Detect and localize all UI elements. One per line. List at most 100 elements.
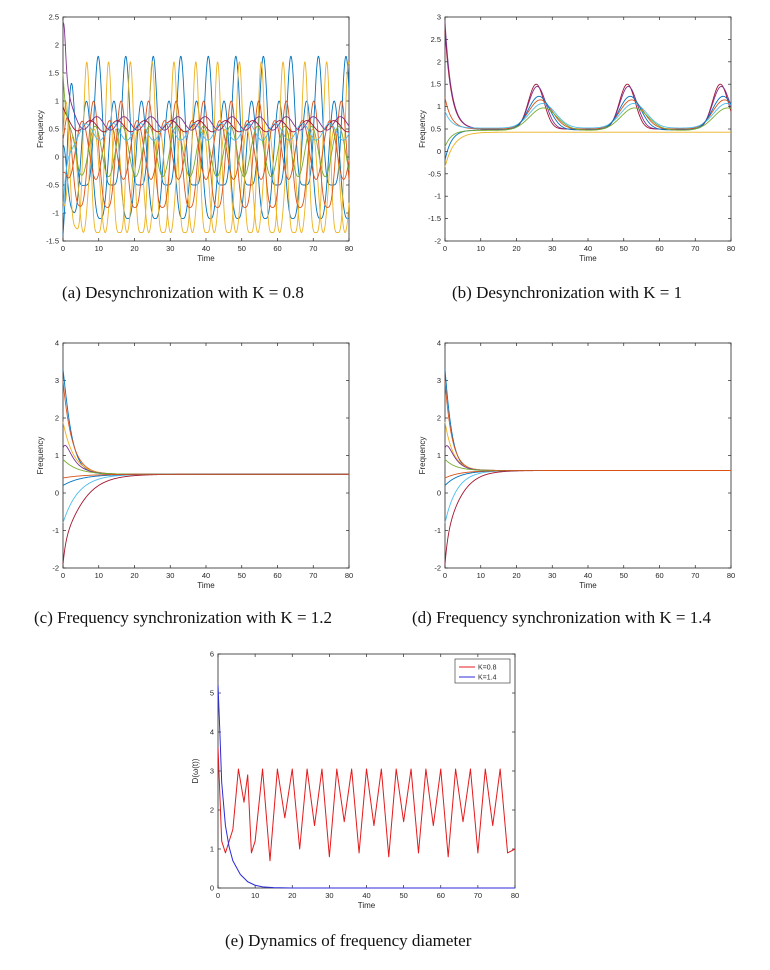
series-line <box>444 103 732 129</box>
x-tick-label: 30 <box>166 571 174 580</box>
x-axis-label: Time <box>579 581 597 590</box>
x-tick-label: 30 <box>548 571 556 580</box>
chart-d: 0 10 20 30 40 50 60 70 80 -2 -1 0 1 2 3 4 Time Frequency <box>418 339 735 591</box>
x-tick-label: 80 <box>345 571 353 580</box>
y-tick-label: -2 <box>434 564 441 573</box>
caption-d: (d) Frequency synchronization with K = 1… <box>412 608 711 627</box>
y-tick-label: 0 <box>55 153 59 162</box>
x-tick-label: 40 <box>584 244 592 253</box>
y-tick-label: 3 <box>210 767 214 776</box>
series-line <box>62 100 350 208</box>
y-tick-label: -2 <box>434 237 441 246</box>
y-tick-label: 4 <box>210 728 214 737</box>
x-tick-label: 50 <box>399 891 407 900</box>
x-tick-label: 70 <box>309 244 317 253</box>
x-tick-label: 0 <box>216 891 220 900</box>
series-line <box>62 72 350 178</box>
series-line <box>62 122 350 214</box>
x-tick-label: 60 <box>655 244 663 253</box>
x-tick-label: 20 <box>130 571 138 580</box>
series-line <box>444 131 732 168</box>
x-tick-label: 0 <box>443 571 447 580</box>
series-line <box>444 107 732 148</box>
y-tick-label: -0.5 <box>46 181 59 190</box>
y-tick-label: 0 <box>437 489 441 498</box>
y-tick-label: 4 <box>437 339 441 348</box>
y-tick-label: 0 <box>210 884 214 893</box>
y-tick-label: 2 <box>55 414 59 423</box>
x-tick-label: 80 <box>727 244 735 253</box>
x-axis-label: Time <box>197 581 215 590</box>
plot-area <box>444 342 732 569</box>
y-tick-label: 3 <box>55 376 59 385</box>
y-tick-label: 1 <box>55 451 59 460</box>
y-tick-label: -1.5 <box>428 214 441 223</box>
series-line <box>62 61 350 234</box>
x-tick-label: 50 <box>620 571 628 580</box>
series-line-k08 <box>217 747 516 862</box>
x-tick-label: 40 <box>362 891 370 900</box>
series-line-k14 <box>217 685 515 889</box>
y-tick-label: 1.5 <box>49 69 59 78</box>
y-tick-label: 2 <box>55 41 59 50</box>
y-tick-label: 1.5 <box>431 80 441 89</box>
x-tick-label: 60 <box>273 571 281 580</box>
x-tick-label: 20 <box>130 244 138 253</box>
x-tick-label: 10 <box>477 244 485 253</box>
y-tick-label: 1 <box>437 102 441 111</box>
x-tick-label: 50 <box>238 571 246 580</box>
series-line <box>62 128 350 234</box>
chart-e: 0 10 20 30 40 50 60 70 80 0 1 2 3 4 5 6 Time D(ω(t)) K=0.8… <box>191 650 519 911</box>
x-tick-label: 80 <box>727 571 735 580</box>
y-axis-label: Frequency <box>36 437 45 475</box>
y-tick-label: -2 <box>52 564 59 573</box>
x-tick-label: 50 <box>238 244 246 253</box>
x-tick-label: 70 <box>309 571 317 580</box>
x-tick-label: 10 <box>477 571 485 580</box>
x-tick-label: 70 <box>691 244 699 253</box>
x-tick-label: 20 <box>512 244 520 253</box>
series-line <box>62 22 350 131</box>
caption-e: (e) Dynamics of frequency diameter <box>225 931 472 950</box>
y-tick-label: 1 <box>55 97 59 106</box>
x-tick-label: 0 <box>61 244 65 253</box>
y-tick-label: 2 <box>437 57 441 66</box>
x-tick-label: 30 <box>548 244 556 253</box>
y-tick-label: -1 <box>52 526 59 535</box>
x-tick-label: 40 <box>202 244 210 253</box>
y-tick-label: 4 <box>55 339 59 348</box>
y-tick-label: 0 <box>55 489 59 498</box>
y-tick-label: -1 <box>434 192 441 201</box>
y-tick-label: 3 <box>437 13 441 22</box>
x-tick-label: 40 <box>202 571 210 580</box>
x-tick-label: 80 <box>511 891 519 900</box>
chart-b: 0 10 20 30 40 50 60 70 80 -2 -1.5 -1 -0.5 0 0.5 1 1.5 2 2.… <box>418 13 735 264</box>
y-tick-label: 1 <box>210 845 214 854</box>
chart-a: 0 10 20 30 40 50 60 70 80 -1.5 -1 -0.5 0 0.5 1 1.5 2 2.5 T… <box>36 13 353 264</box>
y-tick-label: 3 <box>437 376 441 385</box>
y-tick-label: 2 <box>210 806 214 815</box>
x-tick-label: 10 <box>95 571 103 580</box>
x-tick-label: 20 <box>288 891 296 900</box>
x-tick-label: 10 <box>95 244 103 253</box>
y-axis-label: Frequency <box>418 437 427 475</box>
y-tick-label: 2.5 <box>49 13 59 22</box>
x-tick-label: 30 <box>166 244 174 253</box>
x-tick-label: 60 <box>273 244 281 253</box>
x-tick-label: 80 <box>345 244 353 253</box>
x-tick-label: 70 <box>691 571 699 580</box>
x-tick-label: 20 <box>512 571 520 580</box>
caption-b: (b) Desynchronization with K = 1 <box>452 283 683 302</box>
y-tick-label: -1 <box>52 209 59 218</box>
series-line <box>62 120 350 180</box>
x-axis-label: Time <box>579 254 597 263</box>
x-tick-label: 50 <box>620 244 628 253</box>
y-tick-label: 2.5 <box>431 35 441 44</box>
x-tick-label: 60 <box>655 571 663 580</box>
y-axis-label: D(ω(t)) <box>191 758 200 783</box>
y-tick-label: -1.5 <box>46 237 59 246</box>
legend-label: K=0.8 <box>478 665 497 672</box>
y-tick-label: 6 <box>210 650 214 659</box>
series-line <box>62 473 350 479</box>
x-tick-label: 0 <box>443 244 447 253</box>
